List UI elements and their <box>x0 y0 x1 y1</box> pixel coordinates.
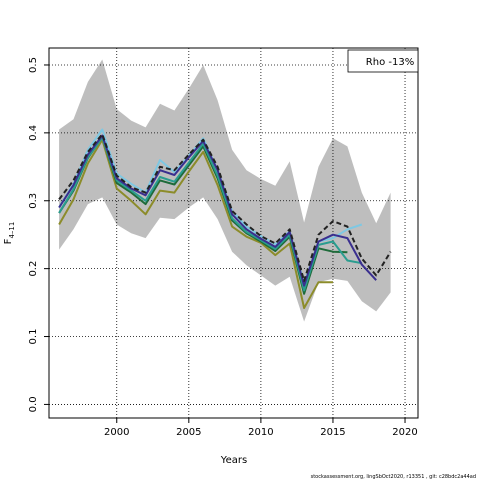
x-axis-label: Years <box>220 455 247 466</box>
y-tick-label: 0.0 <box>28 396 39 412</box>
y-tick-label: 0.5 <box>28 57 39 73</box>
x-tick-label: 2010 <box>248 427 273 438</box>
x-tick-label: 2005 <box>176 427 201 438</box>
footer-source-text: stockassessment.org, lingSbOct2020, r133… <box>311 474 476 480</box>
y-tick-label: 0.2 <box>28 261 39 277</box>
series-layer <box>58 128 392 309</box>
series-line-peel1 <box>58 134 377 287</box>
x-tick-label: 2015 <box>320 427 345 438</box>
y-tick-label: 0.4 <box>28 125 39 141</box>
plot-frame <box>48 47 419 419</box>
svg-text:F4–11: F4–11 <box>3 222 16 245</box>
x-axis-ticks: 2000 2005 2010 2015 2020 <box>104 418 418 438</box>
y-axis-ticks: 0.0 0.1 0.2 0.3 0.4 0.5 <box>28 57 49 412</box>
x-tick-label: 2020 <box>392 427 417 438</box>
series-line-full <box>58 133 392 282</box>
legend-rho-text: Rho -13% <box>366 57 414 68</box>
y-tick-label: 0.3 <box>28 193 39 209</box>
legend-box: Rho -13% <box>347 49 419 73</box>
legend-frame <box>347 49 419 73</box>
y-tick-label: 0.1 <box>28 329 39 345</box>
y-axis-label-subscript: 4–11 <box>8 222 16 239</box>
y-axis-label: F4–11 <box>3 222 16 245</box>
y-axis-label-main: F <box>3 238 14 244</box>
x-tick-label: 2000 <box>104 427 129 438</box>
